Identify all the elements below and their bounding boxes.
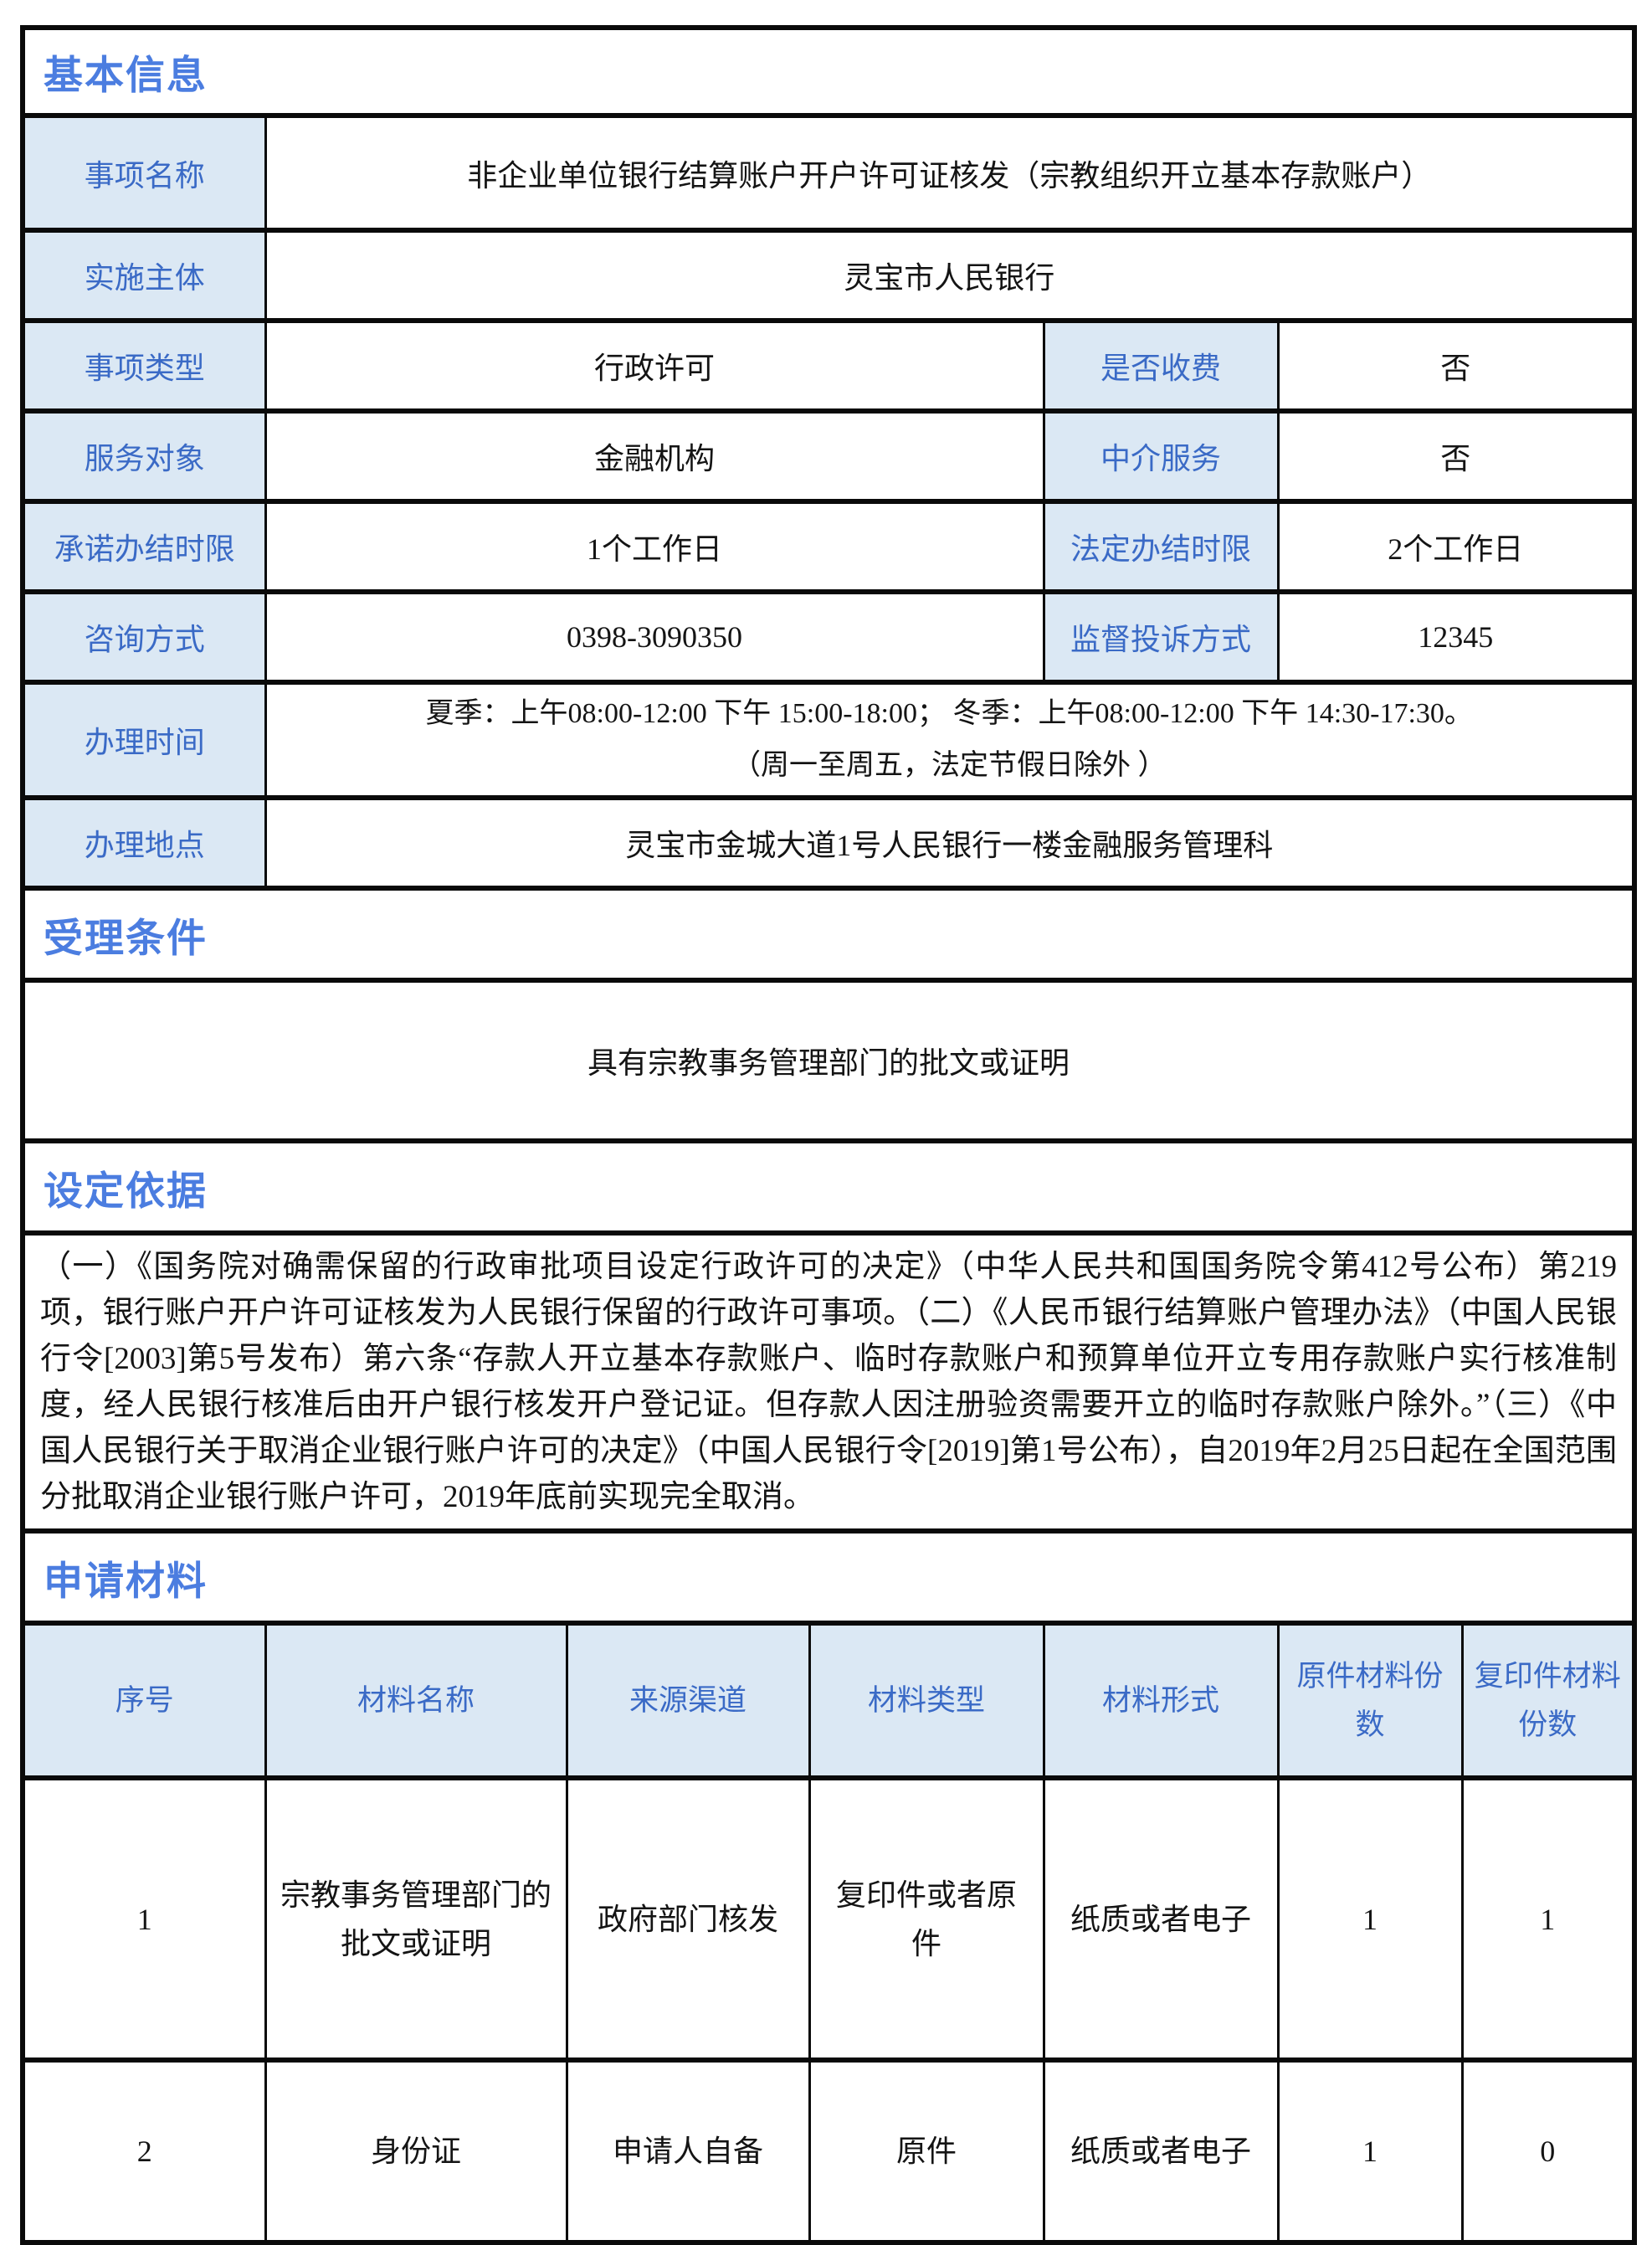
materials-header-original-copies: 原件材料份数 [1276,1621,1464,1780]
material-1-form: 纸质或者电子 [1042,1775,1280,2063]
value-consultation-phone: 0398-3090350 [264,589,1045,685]
material-1-photocopy-copies: 1 [1460,1775,1636,2063]
label-complaint-method: 监督投诉方式 [1042,589,1280,685]
row-item-type-fee: 事项类型 行政许可 是否收费 否 [21,318,1636,414]
row-time-limits: 承诺办结时限 1个工作日 法定办结时限 2个工作日 [21,499,1636,594]
value-fee-charged: 否 [1276,318,1636,414]
acceptance-conditions-text: 具有宗教事务管理部门的批文或证明 [21,978,1636,1143]
material-1-seq: 1 [21,1775,267,2063]
row-office-hours: 办理时间 夏季：上午08:00-12:00 下午 15:00-18:00； 冬季… [21,680,1636,800]
label-fee-charged: 是否收费 [1042,318,1280,414]
section-legal-basis-cell: 设定依据 [21,1138,1636,1236]
section-legal-basis: 设定依据 [21,1138,1636,1236]
material-2-form: 纸质或者电子 [1042,2057,1280,2245]
material-2-source: 申请人自备 [565,2057,811,2245]
row-legal-basis: （一）《国务院对确需保留的行政审批项目设定行政许可的决定》（中华人民共和国国务院… [21,1230,1636,1533]
value-statutory-time-limit: 2个工作日 [1276,499,1636,594]
value-complaint-phone: 12345 [1276,589,1636,685]
section-acceptance-conditions: 受理条件 [21,886,1636,983]
legal-basis-text: （一）《国务院对确需保留的行政审批项目设定行政许可的决定》（中华人民共和国国务院… [21,1230,1636,1533]
value-item-name: 非企业单位银行结算账户开户许可证核发（宗教组织开立基本存款账户） [264,113,1636,233]
section-basic-info-title: 基本信息 [44,53,208,99]
materials-header-name: 材料名称 [264,1621,568,1780]
row-acceptance-conditions: 具有宗教事务管理部门的批文或证明 [21,978,1636,1143]
value-promised-time-limit: 1个工作日 [264,499,1045,594]
row-contact: 咨询方式 0398-3090350 监督投诉方式 12345 [21,589,1636,685]
material-1-name: 宗教事务管理部门的批文或证明 [264,1775,568,2063]
value-implementing-body: 灵宝市人民银行 [264,228,1636,323]
value-office-hours: 夏季：上午08:00-12:00 下午 15:00-18:00； 冬季：上午08… [264,680,1636,800]
label-consultation-method: 咨询方式 [21,589,267,685]
label-intermediary-service: 中介服务 [1042,408,1280,504]
section-legal-basis-title: 设定依据 [44,1168,208,1215]
material-2-name: 身份证 [264,2057,568,2245]
materials-header-photocopy-copies: 复印件材料份数 [1460,1621,1636,1780]
office-hours-line1: 夏季：上午08:00-12:00 下午 15:00-18:00； 冬季：上午08… [425,698,1473,729]
section-basic-info-cell: 基本信息 [21,25,1636,118]
value-item-type: 行政许可 [264,318,1045,414]
service-info-table: 基本信息 事项名称 非企业单位银行结算账户开户许可证核发（宗教组织开立基本存款账… [20,25,1637,2245]
value-intermediary-service: 否 [1276,408,1636,504]
office-hours-line2: （周一至周五，法定节假日除外 ） [732,750,1167,781]
materials-header-form: 材料形式 [1042,1621,1280,1780]
materials-row-2: 2 身份证 申请人自备 原件 纸质或者电子 1 0 [21,2057,1636,2245]
row-item-name: 事项名称 非企业单位银行结算账户开户许可证核发（宗教组织开立基本存款账户） [21,113,1636,233]
row-service-target: 服务对象 金融机构 中介服务 否 [21,408,1636,504]
material-1-type: 复印件或者原件 [808,1775,1045,2063]
materials-header-source: 来源渠道 [565,1621,811,1780]
materials-row-1: 1 宗教事务管理部门的批文或证明 政府部门核发 复印件或者原件 纸质或者电子 1… [21,1775,1636,2063]
label-office-location: 办理地点 [21,795,267,891]
material-1-original-copies: 1 [1276,1775,1464,2063]
section-application-materials: 申请材料 [21,1528,1636,1626]
row-implementing-body: 实施主体 灵宝市人民银行 [21,228,1636,323]
material-2-photocopy-copies: 0 [1460,2057,1636,2245]
label-office-hours: 办理时间 [21,680,267,800]
material-2-original-copies: 1 [1276,2057,1464,2245]
section-acceptance-conditions-cell: 受理条件 [21,886,1636,983]
section-acceptance-conditions-title: 受理条件 [44,915,208,962]
label-statutory-time-limit: 法定办结时限 [1042,499,1280,594]
label-item-name: 事项名称 [21,113,267,233]
label-implementing-body: 实施主体 [21,228,267,323]
section-basic-info: 基本信息 [21,25,1636,118]
section-application-materials-title: 申请材料 [44,1558,208,1605]
label-service-target: 服务对象 [21,408,267,504]
materials-header-row: 序号 材料名称 来源渠道 材料类型 材料形式 原件材料份数 复印件材料份数 [21,1621,1636,1780]
label-item-type: 事项类型 [21,318,267,414]
materials-header-type: 材料类型 [808,1621,1045,1780]
value-service-target: 金融机构 [264,408,1045,504]
row-office-location: 办理地点 灵宝市金城大道1号人民银行一楼金融服务管理科 [21,795,1636,891]
label-promised-time-limit: 承诺办结时限 [21,499,267,594]
materials-header-seq: 序号 [21,1621,267,1780]
section-application-materials-cell: 申请材料 [21,1528,1636,1626]
value-office-location: 灵宝市金城大道1号人民银行一楼金融服务管理科 [264,795,1636,891]
material-1-source: 政府部门核发 [565,1775,811,2063]
material-2-seq: 2 [21,2057,267,2245]
material-2-type: 原件 [808,2057,1045,2245]
